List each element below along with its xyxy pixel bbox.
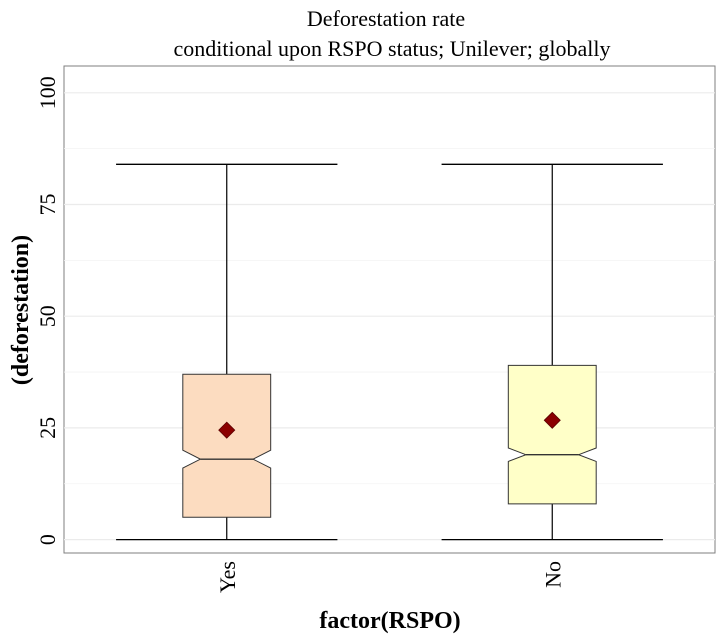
y-tick-labels: 0 25 50 75 100 bbox=[35, 76, 60, 545]
mean-marker bbox=[218, 421, 236, 439]
y-tick-label: 0 bbox=[35, 534, 60, 545]
chart-subtitle: conditional upon RSPO status; Unilever; … bbox=[174, 36, 611, 61]
box-body bbox=[507, 364, 597, 505]
y-tick-label: 25 bbox=[35, 417, 60, 439]
y-tick-label: 75 bbox=[35, 194, 60, 216]
y-tick-label: 100 bbox=[35, 76, 60, 109]
y-tick-label: 50 bbox=[35, 305, 60, 327]
box-body bbox=[182, 373, 272, 518]
x-tick-label: No bbox=[540, 561, 565, 588]
box-no bbox=[441, 163, 663, 541]
plot-panel bbox=[63, 65, 716, 554]
mean-marker bbox=[543, 411, 561, 429]
gridlines bbox=[64, 92, 715, 541]
x-axis-title: factor(RSPO) bbox=[319, 608, 460, 634]
x-tick-labels: Yes No bbox=[215, 561, 566, 593]
box-yes bbox=[116, 163, 338, 541]
boxes bbox=[116, 163, 663, 541]
y-axis-title: (deforestation) bbox=[8, 235, 34, 385]
x-tick-label: Yes bbox=[215, 561, 240, 593]
chart-title: Deforestation rate bbox=[307, 6, 465, 31]
